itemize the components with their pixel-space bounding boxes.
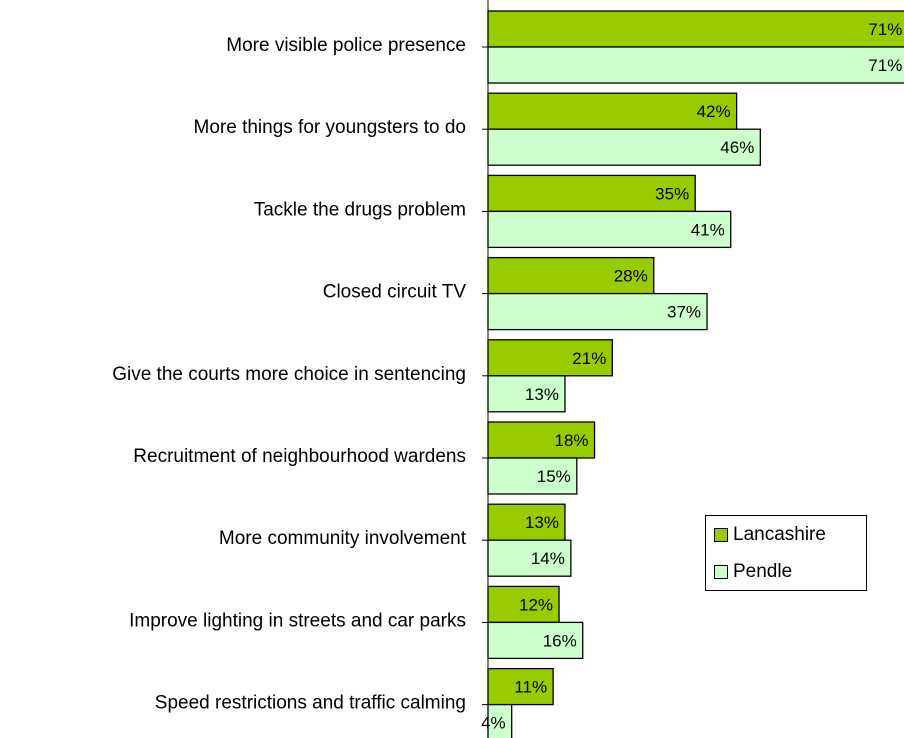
bar-lancashire-speed-restrictions-and-traffic-calming	[487, 667, 554, 706]
data-label-pendle-improve-lighting-in-streets-and-car-parks: 16%	[543, 631, 577, 650]
category-label-recruitment-of-neighbourhood-wardens: Recruitment of neighbourhood wardens	[133, 446, 466, 467]
bar-pendle-tackle-the-drugs-problem	[487, 210, 732, 249]
legend-item-pendle: Pendle	[714, 561, 792, 583]
category-label-closed-circuit-tv: Closed circuit TV	[323, 282, 467, 303]
bar-lancashire-more-things-for-youngsters-to-do	[487, 92, 738, 130]
bar-lancashire-closed-circuit-tv	[487, 256, 655, 295]
category-label-give-the-courts-more-choice-in-sentencing: Give the courts more choice in sentencin…	[112, 364, 466, 385]
data-label-lancashire-more-visible-police-presence: 71%	[868, 20, 902, 39]
data-label-pendle-tackle-the-drugs-problem: 41%	[691, 220, 725, 239]
bar-lancashire-tackle-the-drugs-problem	[487, 174, 696, 213]
bar-pendle-closed-circuit-tv	[487, 292, 708, 331]
category-label-improve-lighting-in-streets-and-car-parks: Improve lighting in streets and car park…	[129, 610, 466, 631]
bar-pendle-improve-lighting-in-streets-and-car-parks	[487, 621, 584, 660]
data-label-lancashire-closed-circuit-tv: 28%	[614, 267, 648, 286]
category-label-speed-restrictions-and-traffic-calming: Speed restrictions and traffic calming	[155, 693, 466, 714]
data-label-pendle-more-things-for-youngsters-to-do: 46%	[720, 138, 754, 157]
data-label-lancashire-more-community-involvement: 13%	[525, 513, 559, 532]
data-label-lancashire-improve-lighting-in-streets-and-car-parks: 12%	[519, 595, 553, 614]
data-label-pendle-give-the-courts-more-choice-in-sentencing: 13%	[525, 385, 559, 404]
bar-pendle-recruitment-of-neighbourhood-wardens	[487, 457, 578, 495]
category-label-more-community-involvement: More community involvement	[219, 528, 467, 549]
data-label-pendle-recruitment-of-neighbourhood-wardens: 15%	[537, 467, 571, 486]
bar-lancashire-more-visible-police-presence	[487, 10, 904, 48]
data-label-lancashire-tackle-the-drugs-problem: 35%	[655, 184, 689, 203]
legend-label-lancashire: Lancashire	[733, 524, 826, 545]
data-label-pendle-speed-restrictions-and-traffic-calming: 4%	[481, 714, 506, 733]
bar-pendle-more-visible-police-presence	[487, 46, 904, 84]
bar-pendle-more-community-involvement	[487, 539, 572, 577]
legend-swatch-pendle	[714, 565, 728, 579]
category-label-tackle-the-drugs-problem: Tackle the drugs problem	[254, 199, 466, 220]
data-label-pendle-closed-circuit-tv: 37%	[667, 303, 701, 322]
bar-pendle-speed-restrictions-and-traffic-calming	[487, 703, 513, 738]
data-label-lancashire-more-things-for-youngsters-to-do: 42%	[697, 102, 731, 121]
legend: Lancashire Pendle	[705, 515, 867, 591]
legend-item-lancashire: Lancashire	[714, 524, 826, 546]
bar-pendle-give-the-courts-more-choice-in-sentencing	[487, 375, 566, 413]
data-label-pendle-more-community-involvement: 14%	[531, 549, 565, 568]
bar-lancashire-give-the-courts-more-choice-in-sentencing	[487, 339, 613, 377]
bar-lancashire-improve-lighting-in-streets-and-car-parks	[487, 585, 560, 624]
bar-lancashire-more-community-involvement	[487, 503, 566, 541]
data-label-lancashire-speed-restrictions-and-traffic-calming: 11%	[514, 678, 547, 697]
legend-swatch-lancashire	[714, 528, 728, 542]
category-label-more-visible-police-presence: More visible police presence	[226, 35, 466, 56]
data-label-lancashire-give-the-courts-more-choice-in-sentencing: 21%	[572, 349, 606, 368]
data-label-lancashire-recruitment-of-neighbourhood-wardens: 18%	[555, 431, 589, 450]
legend-label-pendle: Pendle	[733, 561, 793, 582]
category-label-more-things-for-youngsters-to-do: More things for youngsters to do	[194, 117, 466, 138]
data-label-pendle-more-visible-police-presence: 71%	[868, 56, 902, 75]
bar-pendle-more-things-for-youngsters-to-do	[487, 128, 761, 166]
